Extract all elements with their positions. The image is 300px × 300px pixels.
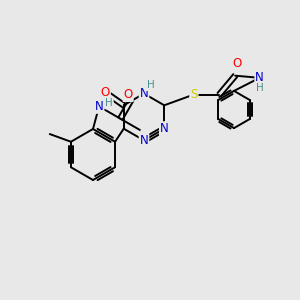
Text: N: N bbox=[140, 87, 148, 100]
Text: O: O bbox=[101, 86, 110, 99]
Text: N: N bbox=[140, 134, 148, 147]
Text: O: O bbox=[232, 57, 241, 70]
Text: O: O bbox=[124, 88, 133, 101]
Text: H: H bbox=[256, 83, 264, 93]
Text: H: H bbox=[105, 98, 113, 108]
Text: N: N bbox=[160, 122, 169, 135]
Text: N: N bbox=[255, 71, 264, 84]
Text: S: S bbox=[190, 88, 198, 101]
Text: N: N bbox=[95, 100, 103, 113]
Text: H: H bbox=[147, 80, 154, 90]
